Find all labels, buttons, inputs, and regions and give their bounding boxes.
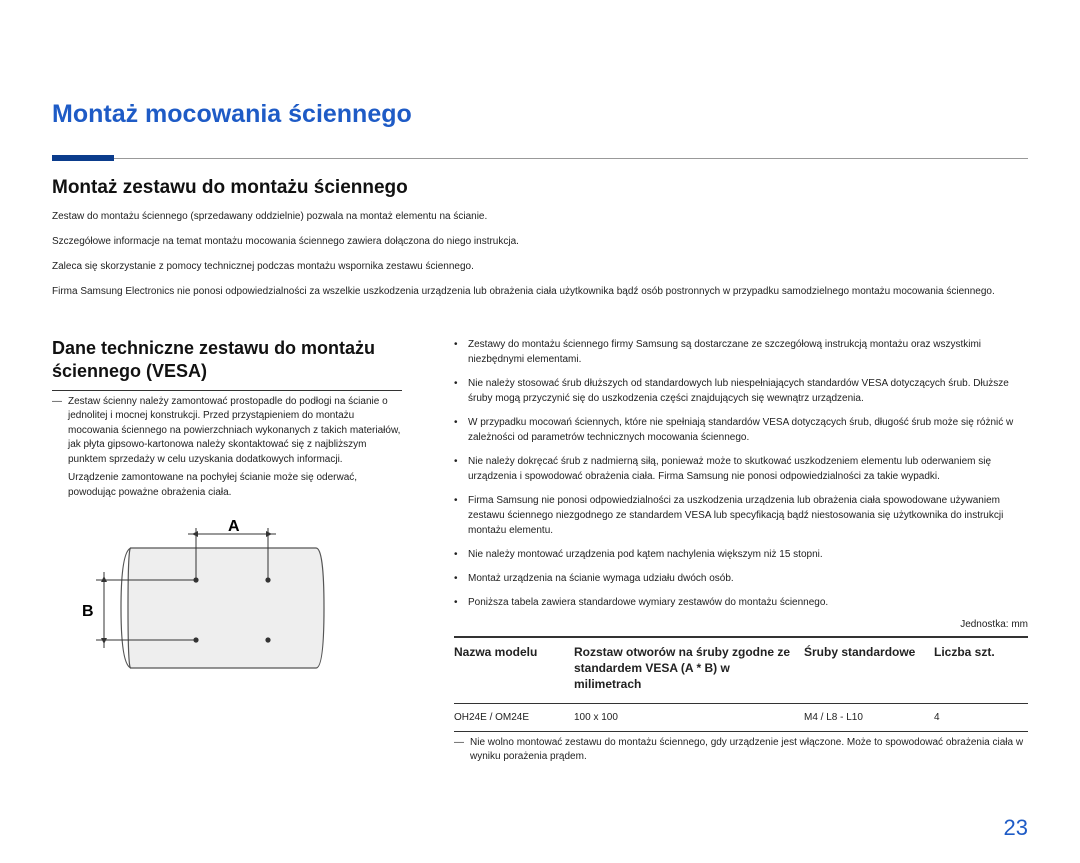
table-footnote: Nie wolno montować zestawu do montażu śc… bbox=[454, 736, 1028, 765]
page-heading: Montaż mocowania ściennego bbox=[52, 100, 1028, 129]
bullet-item: Firma Samsung nie ponosi odpowiedzialnoś… bbox=[454, 493, 1028, 538]
th-model: Nazwa modelu bbox=[454, 637, 574, 703]
left-column: Dane techniczne zestawu do montażu ścien… bbox=[52, 337, 402, 765]
intro-line: Zestaw do montażu ściennego (sprzedawany… bbox=[52, 209, 1028, 224]
bullet-item: Zestawy do montażu ściennego firmy Samsu… bbox=[454, 337, 1028, 367]
bullet-item: Nie należy dokręcać śrub z nadmierną sił… bbox=[454, 454, 1028, 484]
intro-block: Zestaw do montażu ściennego (sprzedawany… bbox=[52, 209, 1028, 299]
bullet-item: Poniższa tabela zawiera standardowe wymi… bbox=[454, 595, 1028, 610]
note-separator: Zestaw ścienny należy zamontować prostop… bbox=[52, 390, 402, 501]
header-accent bbox=[52, 155, 114, 161]
diagram-b-label: B bbox=[82, 603, 94, 620]
intro-line: Firma Samsung Electronics nie ponosi odp… bbox=[52, 284, 1028, 299]
td-screws: M4 / L8 - L10 bbox=[804, 703, 934, 731]
section-heading: Montaż zestawu do montażu ściennego bbox=[52, 177, 1028, 199]
intro-line: Szczegółowe informacje na temat montażu … bbox=[52, 234, 1028, 249]
intro-line: Zaleca się skorzystanie z pomocy technic… bbox=[52, 259, 1028, 274]
vesa-diagram: A B bbox=[76, 520, 402, 695]
td-model: OH24E / OM24E bbox=[454, 703, 574, 731]
bullet-list: Zestawy do montażu ściennego firmy Samsu… bbox=[454, 337, 1028, 610]
vesa-svg: A B bbox=[76, 520, 336, 690]
bullet-item: W przypadku mocowań ściennych, które nie… bbox=[454, 415, 1028, 445]
bullet-item: Nie należy montować urządzenia pod kątem… bbox=[454, 547, 1028, 562]
table-header-row: Nazwa modelu Rozstaw otworów na śruby zg… bbox=[454, 637, 1028, 703]
wall-note: Zestaw ścienny należy zamontować prostop… bbox=[52, 395, 402, 468]
diagram-a-label: A bbox=[228, 520, 240, 535]
th-screws: Śruby standardowe bbox=[804, 637, 934, 703]
th-qty: Liczba szt. bbox=[934, 637, 1028, 703]
bullet-item: Nie należy stosować śrub dłuższych od st… bbox=[454, 376, 1028, 406]
header-rule bbox=[52, 158, 1028, 159]
right-column: Zestawy do montażu ściennego firmy Samsu… bbox=[454, 337, 1028, 765]
unit-label: Jednostka: mm bbox=[454, 619, 1028, 630]
vesa-heading: Dane techniczne zestawu do montażu ścien… bbox=[52, 337, 402, 384]
wall-note-2: Urządzenie zamontowane na pochyłej ścian… bbox=[52, 471, 402, 500]
td-spacing: 100 x 100 bbox=[574, 703, 804, 731]
spec-table: Nazwa modelu Rozstaw otworów na śruby zg… bbox=[454, 636, 1028, 732]
two-column-layout: Dane techniczne zestawu do montażu ścien… bbox=[52, 337, 1028, 765]
page-number: 23 bbox=[1004, 815, 1028, 841]
bullet-item: Montaż urządzenia na ścianie wymaga udzi… bbox=[454, 571, 1028, 586]
table-row: OH24E / OM24E 100 x 100 M4 / L8 - L10 4 bbox=[454, 703, 1028, 731]
th-spacing: Rozstaw otworów na śruby zgodne ze stand… bbox=[574, 637, 804, 703]
td-qty: 4 bbox=[934, 703, 1028, 731]
